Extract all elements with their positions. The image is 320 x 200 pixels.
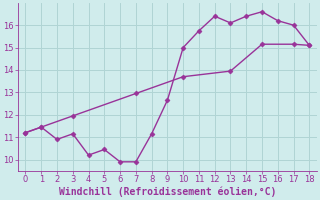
- X-axis label: Windchill (Refroidissement éolien,°C): Windchill (Refroidissement éolien,°C): [59, 187, 276, 197]
